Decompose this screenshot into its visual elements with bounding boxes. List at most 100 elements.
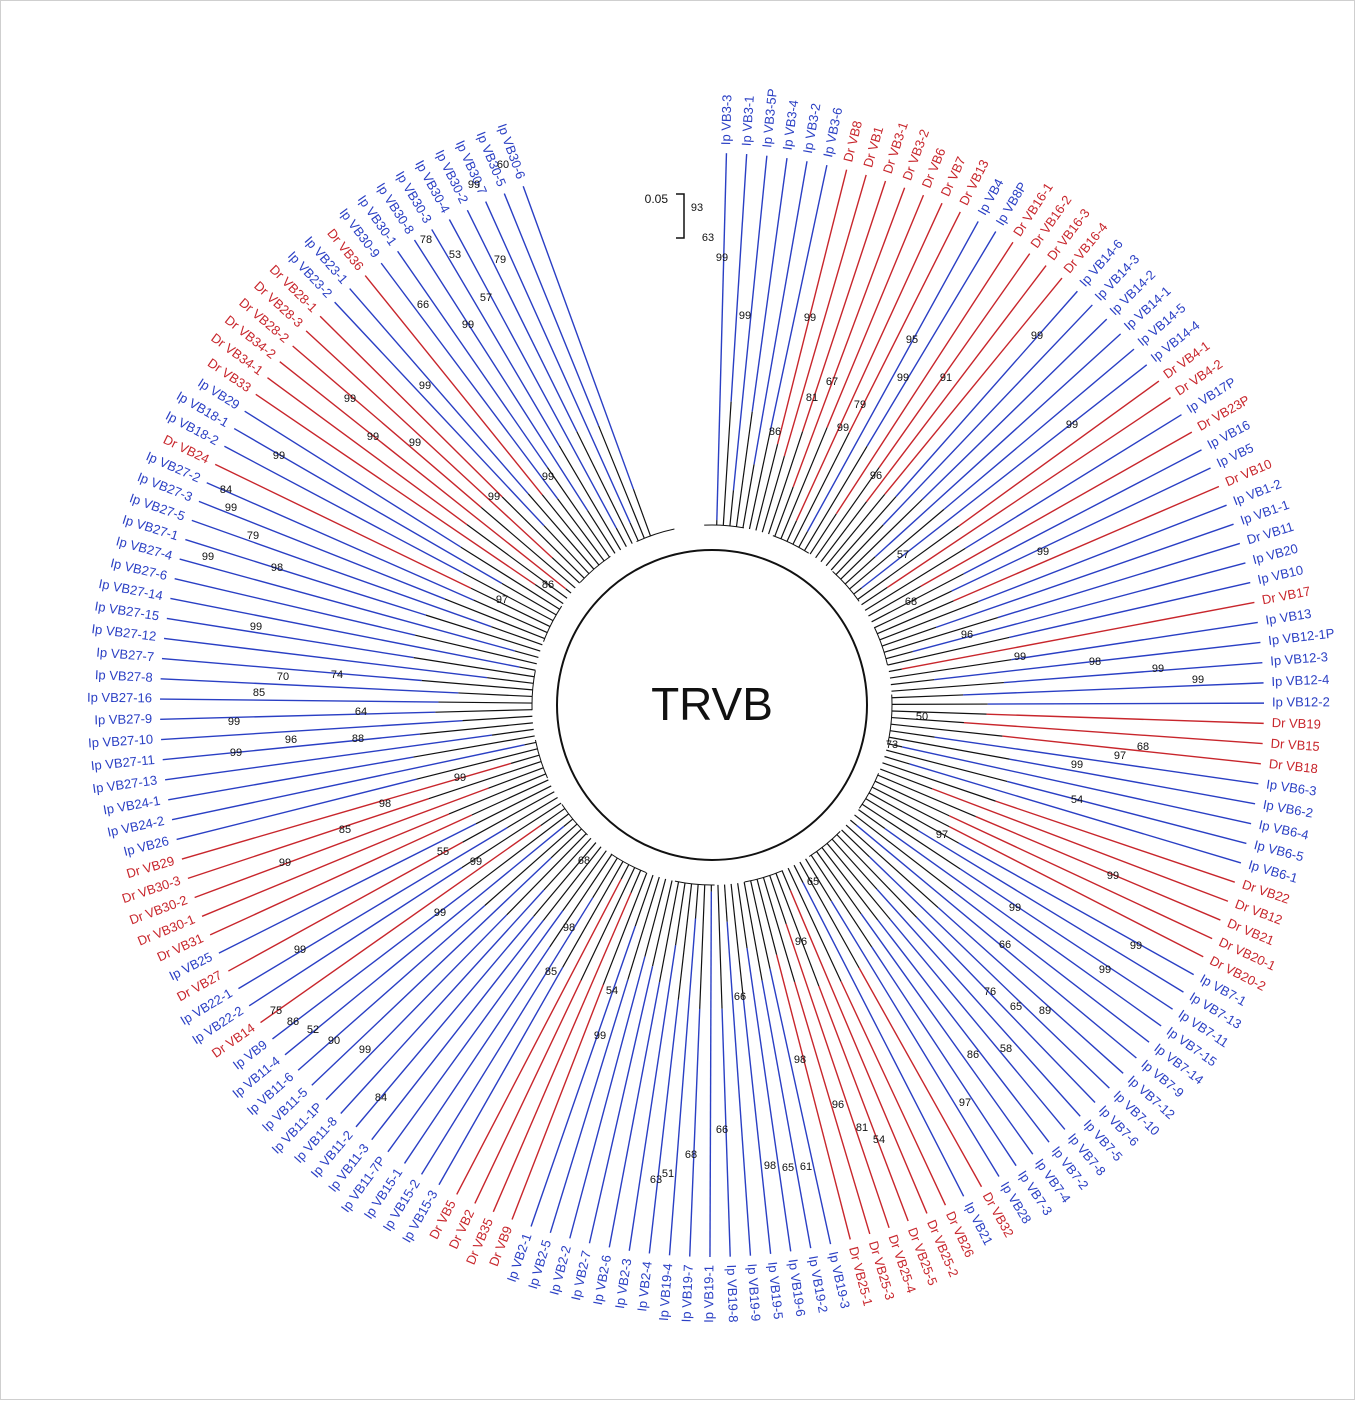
bootstrap-value: 57: [480, 292, 492, 304]
stem: [722, 401, 732, 526]
stem: [888, 668, 902, 673]
stem: [717, 884, 723, 1009]
stem: [820, 501, 867, 563]
stem: [815, 467, 880, 559]
leaf-label: Ip VB2-3: [612, 1257, 634, 1309]
leaf-label: Ip VB6-3: [1265, 777, 1317, 799]
stem: [861, 803, 961, 870]
bootstrap-value: 99: [542, 471, 554, 483]
stem: [891, 694, 964, 699]
stem: [830, 496, 897, 571]
branch: [742, 998, 772, 1254]
bootstrap-value: 97: [496, 594, 508, 606]
stem: [632, 488, 652, 537]
branch: [503, 193, 600, 427]
leaf-label: Ip VB3-5P: [759, 88, 780, 148]
leaf-label: Ip VB19-1: [701, 1265, 716, 1323]
stem: [615, 527, 627, 547]
stem: [792, 432, 850, 545]
branch: [977, 504, 1227, 603]
stem: [769, 875, 787, 925]
branch: [233, 427, 503, 585]
stem: [886, 749, 1008, 783]
stem: [563, 818, 574, 827]
stem: [825, 493, 886, 567]
stem: [841, 829, 870, 858]
branch: [931, 788, 1229, 902]
bootstrap-value: 99: [470, 856, 482, 868]
branch: [340, 889, 545, 1115]
branch: [185, 538, 427, 616]
branch: [161, 657, 422, 682]
branch: [160, 698, 439, 703]
bootstrap-value: 99: [716, 252, 728, 264]
branch: [1009, 581, 1251, 639]
branch: [334, 301, 545, 527]
stem: [620, 864, 630, 880]
branch: [866, 231, 997, 447]
bootstrap-value: 65: [807, 876, 819, 888]
branch: [228, 841, 464, 972]
branch: [371, 919, 544, 1141]
bootstrap-value: 99: [804, 312, 816, 324]
branch: [349, 288, 529, 495]
branch: [730, 154, 748, 402]
stem: [821, 847, 879, 921]
branch: [214, 463, 472, 589]
branch: [588, 966, 654, 1244]
leaf-label: Ip VB12-2: [1272, 694, 1330, 709]
stem: [677, 883, 693, 1000]
leaf-label: Ip VB3-1: [739, 95, 757, 146]
bootstrap-value: 54: [606, 985, 618, 997]
bootstrap-value: 99: [419, 380, 431, 392]
branch: [963, 682, 1264, 696]
bootstrap-value: 66: [734, 991, 746, 1003]
leaf-label: Ip VB12-4: [1271, 672, 1329, 689]
bootstrap-value: 98: [794, 1054, 806, 1066]
stem: [413, 735, 535, 758]
branch: [456, 878, 622, 1195]
branch: [165, 734, 493, 781]
stem: [723, 884, 728, 922]
stem: [810, 854, 873, 948]
stem: [883, 616, 999, 653]
branch: [191, 519, 492, 628]
branch: [792, 187, 906, 488]
stem: [462, 715, 533, 722]
bootstrap-value: 85: [253, 687, 265, 699]
bootstrap-value: 81: [856, 1122, 868, 1134]
stem: [877, 600, 954, 635]
stem: [425, 614, 541, 652]
stem: [748, 430, 772, 530]
branch: [912, 562, 1246, 653]
stem: [488, 767, 544, 789]
stem: [562, 850, 607, 911]
branch: [160, 678, 459, 694]
bootstrap-value: 61: [800, 1161, 812, 1173]
stem: [674, 882, 686, 946]
stem: [598, 425, 645, 539]
stem: [475, 785, 552, 825]
stem: [793, 864, 804, 883]
branch: [170, 597, 520, 668]
bootstrap-value: 98: [271, 562, 283, 574]
branch: [387, 910, 564, 1153]
stem: [835, 524, 884, 575]
root-circle: [556, 549, 868, 861]
bootstrap-value: 63: [650, 1174, 662, 1186]
branch: [963, 721, 1263, 745]
bootstrap-value: 86: [287, 1016, 299, 1028]
branch: [801, 180, 887, 432]
branch: [171, 744, 525, 821]
branch: [876, 888, 1081, 1117]
stem: [826, 843, 891, 920]
stem: [469, 813, 570, 890]
bootstrap-value: 97: [1114, 750, 1126, 762]
branch: [793, 981, 871, 1235]
stem: [881, 626, 937, 647]
stem: [473, 599, 548, 634]
branch: [920, 431, 1193, 587]
branch: [937, 907, 1124, 1074]
bootstrap-value: 84: [375, 1092, 387, 1104]
leaf-label: Ip VB19-9: [745, 1263, 764, 1322]
